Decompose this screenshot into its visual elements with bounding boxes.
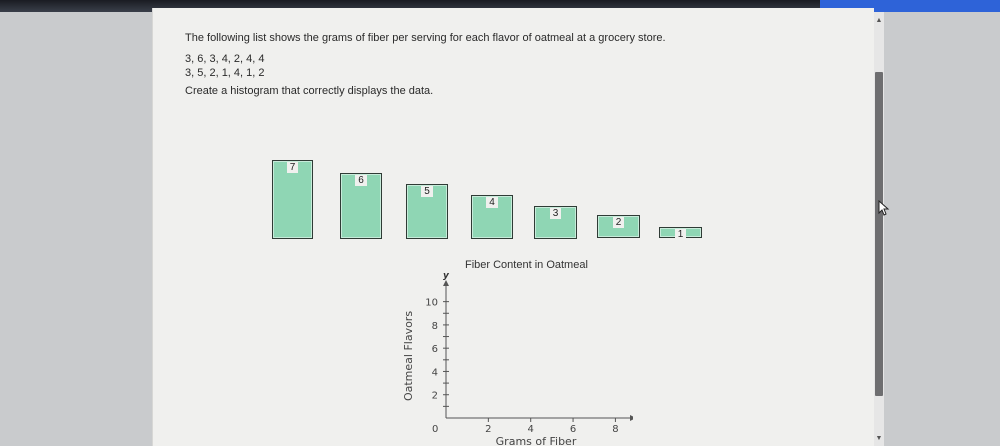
bar-tile-4[interactable]: 4 [471,195,513,239]
bar-tile-label: 6 [355,175,367,186]
x-axis-title: Grams of Fiber [496,435,577,446]
y-tick-label: 6 [432,344,438,355]
bar-tile-3[interactable]: 3 [534,206,577,239]
chart-title: Fiber Content in Oatmeal [465,259,588,271]
origin-label: 0 [432,424,438,435]
bar-tile-label: 7 [286,162,299,173]
y-tick-label: 4 [432,367,438,378]
bar-tile-label: 5 [421,186,433,197]
scroll-up-arrow-icon[interactable]: ▲ [875,17,883,24]
bar-tile-6[interactable]: 6 [340,173,382,239]
y-tick-label: 10 [425,298,438,309]
y-tick-label: 8 [432,321,438,332]
y-axis-arrow-icon [443,280,449,286]
y-axis-title: Oatmeal Flavors [402,311,415,401]
y-axis-letter: y [443,271,450,281]
bar-tile-label: 3 [549,208,562,219]
mouse-cursor-icon [878,200,890,216]
x-tick-label: 8 [612,424,618,435]
bar-tile-1[interactable]: 1 [659,227,702,240]
x-tick-label: 6 [570,424,576,435]
data-list-row-2: 3, 5, 2, 1, 4, 1, 2 [185,67,265,79]
scrollbar-thumb[interactable] [875,72,883,396]
x-tick-label: 4 [528,424,534,435]
question-panel: The following list shows the grams of fi… [152,8,874,446]
data-list-row-1: 3, 6, 3, 4, 2, 4, 4 [185,53,265,65]
question-instruction: Create a histogram that correctly displa… [185,85,434,97]
y-tick-label: 2 [432,391,438,402]
bar-tile-label: 4 [486,197,498,208]
x-tick-label: 2 [485,424,491,435]
scroll-down-arrow-icon[interactable]: ▼ [875,435,883,442]
bar-tile-5[interactable]: 5 [406,184,448,239]
bar-tile-2[interactable]: 2 [597,215,640,238]
bar-tile-label: 2 [612,217,625,228]
bar-tile-7[interactable]: 7 [272,160,313,239]
x-axis-arrow-icon [630,415,633,421]
question-prompt: The following list shows the grams of fi… [185,32,666,44]
bar-tile-label: 1 [674,229,687,240]
